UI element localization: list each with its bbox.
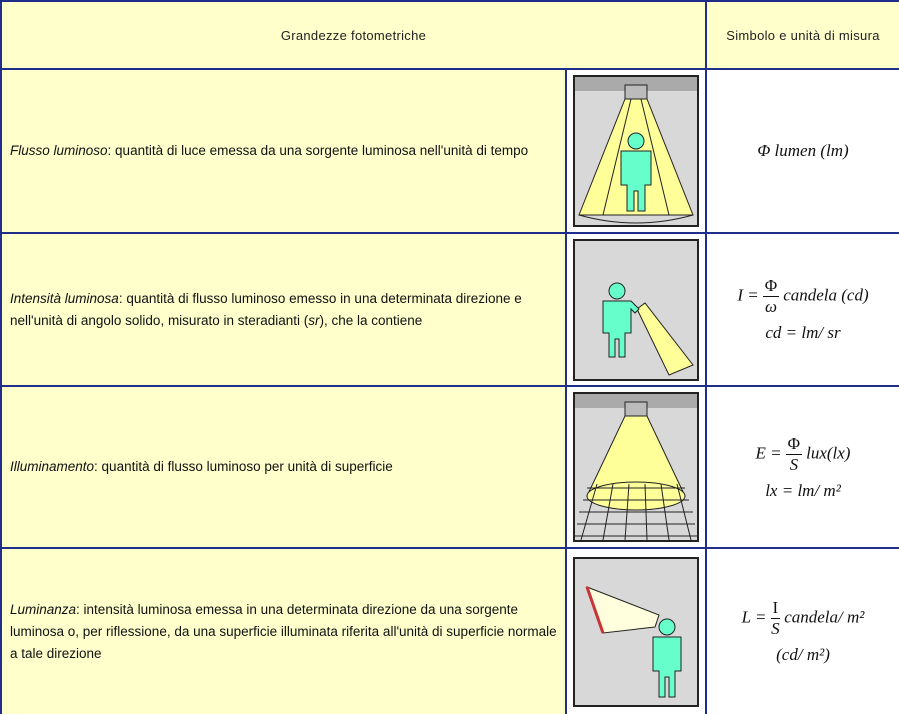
formula: Φ lumen (lm) xyxy=(705,68,899,234)
description: : quantità di flusso luminoso emesso in … xyxy=(10,290,522,328)
lhs: E = xyxy=(755,442,782,462)
row-description: Illuminamento: quantità di flusso lumino… xyxy=(0,385,567,549)
term: Illuminamento xyxy=(10,459,95,474)
lhs: L = xyxy=(741,607,767,627)
illustration-cell xyxy=(565,232,707,387)
symbol: Φ xyxy=(757,141,771,160)
line2: (cd/ m²) xyxy=(776,645,830,664)
row-description: Luminanza: intensità luminosa emessa in … xyxy=(0,547,567,714)
unit: lux(lx) xyxy=(806,442,851,462)
numerator: I xyxy=(770,598,781,619)
illuminance-illustration xyxy=(573,392,699,542)
unit: lumen (lm) xyxy=(774,141,849,160)
description-end: ), che la contiene xyxy=(319,312,423,328)
lhs: I = xyxy=(737,285,759,305)
denominator: ω xyxy=(764,297,777,316)
illustration-cell xyxy=(565,385,707,549)
illustration-cell xyxy=(565,547,707,714)
header-symbol: Simbolo e unità di misura xyxy=(705,0,899,70)
denominator: S xyxy=(789,454,799,474)
flux-illustration xyxy=(573,75,699,227)
line2: lx = lm/ m² xyxy=(765,480,841,500)
description: : quantità di flusso luminoso per unità … xyxy=(94,459,393,474)
row-description: Flusso luminoso: quantità di luce emessa… xyxy=(0,68,567,234)
denominator: S xyxy=(771,619,780,638)
row-description: Intensità luminosa: quantità di flusso l… xyxy=(0,232,567,387)
unit: candela (cd) xyxy=(783,285,869,305)
luminance-illustration xyxy=(573,556,699,707)
unit: candela/ m² xyxy=(784,607,865,627)
intensity-illustration xyxy=(573,238,699,381)
line2: cd = lm/ sr xyxy=(765,323,841,342)
description: : intensità luminosa emessa in una deter… xyxy=(10,601,557,661)
description: : quantità di luce emessa da una sorgent… xyxy=(107,143,529,158)
numerator: Φ xyxy=(785,433,803,455)
numerator: Φ xyxy=(762,276,780,297)
term: Flusso luminoso xyxy=(10,143,108,158)
term: Intensità luminosa xyxy=(10,290,119,306)
header-quantities: Grandezze fotometriche xyxy=(0,0,707,70)
term: Luminanza xyxy=(10,601,77,617)
illustration-cell xyxy=(565,68,707,234)
description-term: sr xyxy=(308,312,320,328)
